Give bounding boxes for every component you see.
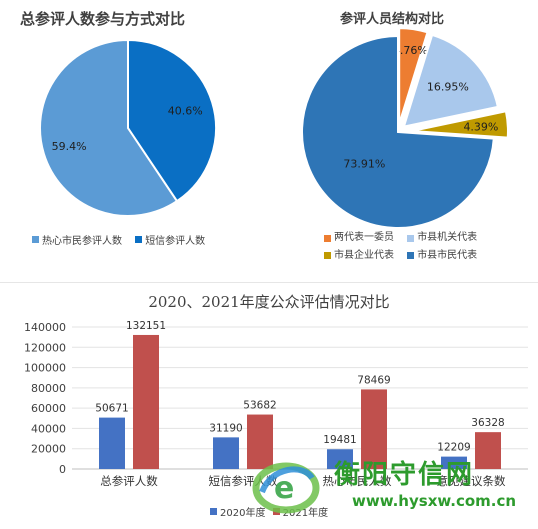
- pie-slice: [398, 27, 429, 125]
- pie-chart-participation: 总参评人数参与方式对比 59.4% 40.6% 热心市民参评人数 短信参评人数: [0, 0, 262, 262]
- legend-label: 热心市民参评人数: [42, 236, 122, 247]
- pie2-legend: 两代表一委员 市县机关代表 市县企业代表 市县市民代表: [324, 230, 524, 265]
- legend-swatch: [407, 234, 415, 242]
- legend-item: 市县机关代表: [407, 230, 477, 246]
- legend-label: 2021年度: [282, 508, 329, 519]
- legend-swatch: [324, 252, 331, 259]
- bar: [99, 417, 125, 469]
- watermark-logo-icon: e: [252, 462, 320, 514]
- y-tick-label: 0: [59, 463, 66, 476]
- pie-data-label: 73.91%: [343, 157, 385, 170]
- legend-item: 热心市民参评人数: [32, 232, 122, 247]
- y-tick-label: 60000: [31, 402, 66, 415]
- pie-slice: [127, 38, 217, 203]
- bar: [133, 334, 159, 469]
- y-tick-label: 100000: [24, 362, 66, 375]
- legend-label: 市县市民代表: [417, 249, 478, 261]
- y-tick-label: 120000: [24, 341, 66, 354]
- pie1-plot: 59.4% 40.6%: [39, 38, 217, 217]
- watermark-url: www.hysxw.com.cn: [352, 492, 517, 510]
- legend-label: 短信参评人数: [145, 236, 206, 247]
- legend-label: 2020年度: [220, 508, 266, 519]
- y-tick-label: 40000: [31, 422, 66, 435]
- bar-data-label: 50671: [95, 403, 128, 415]
- y-tick-label: 20000: [31, 443, 66, 456]
- pie-data-label: 59.4%: [52, 140, 87, 153]
- pie2-title: 参评人员结构对比: [340, 12, 445, 27]
- pie1-title: 总参评人数参与方式对比: [20, 10, 186, 28]
- legend-item: 2020年度: [210, 504, 265, 519]
- watermark-name: 衡阳守信网: [334, 460, 475, 490]
- x-tick-label: 总参评人数: [100, 474, 158, 488]
- legend-item: 市县企业代表: [324, 248, 394, 264]
- bar: [213, 437, 239, 469]
- pie-data-label: 40.6%: [168, 105, 203, 118]
- legend-swatch: [135, 236, 143, 243]
- y-tick-label: 140000: [24, 321, 66, 334]
- bar-data-label: 31190: [209, 422, 242, 434]
- legend-item: 市县市民代表: [407, 248, 477, 264]
- y-tick-label: 80000: [31, 382, 66, 395]
- watermark: e 衡阳守信网 www.hysxw.com.cn: [252, 452, 532, 522]
- legend-label: 市县机关代表: [417, 232, 478, 243]
- legend-label: 两代表一委员: [334, 232, 394, 243]
- pie1-legend: 热心市民参评人数 短信参评人数: [32, 232, 215, 247]
- pie2-plot: 4.76% 16.95% 4.39% 73.91%: [301, 27, 509, 229]
- legend-item: 两代表一委员: [324, 230, 394, 246]
- bar-title: 2020、2021年度公众评估情况对比: [148, 293, 390, 311]
- pie-data-label: 4.76%: [393, 44, 428, 57]
- bar: [441, 456, 467, 469]
- legend-item: 短信参评人数: [135, 232, 205, 247]
- bar-data-label: 132151: [126, 320, 166, 332]
- legend-swatch: [324, 234, 331, 242]
- x-tick-label: 热心市民人数: [323, 474, 392, 488]
- bar: [361, 389, 387, 469]
- legend-swatch: [32, 236, 39, 243]
- bar-data-label: 19481: [323, 434, 356, 446]
- x-tick-label: 意见建议条数: [437, 474, 506, 488]
- pie-data-label: 4.39%: [463, 120, 498, 133]
- pie-slice: [301, 34, 495, 229]
- bar: [475, 432, 501, 469]
- legend-label: 市县企业代表: [334, 249, 394, 261]
- pie-slice: [39, 38, 179, 217]
- legend-swatch: [407, 252, 415, 259]
- bar-data-label: 12209: [437, 442, 470, 454]
- bar-data-label: 36328: [471, 417, 504, 429]
- legend-swatch: [210, 508, 217, 515]
- bar-data-label: 53682: [243, 400, 276, 412]
- bar-data-label: 78469: [357, 374, 390, 386]
- pie-data-label: 16.95%: [427, 81, 469, 94]
- pie-chart-structure: 参评人员结构对比 4.76% 16.95% 4.39% 73.91% 两代表一委员 市…: [276, 0, 538, 262]
- svg-text:e: e: [274, 471, 294, 506]
- pie-slice: [402, 33, 500, 128]
- bar-chart-comparison: 2020、2021年度公众评估情况对比 0 20000 40000 60000 8000…: [0, 282, 538, 529]
- bar: [247, 414, 273, 469]
- bar: [327, 449, 353, 469]
- pie-slice: [411, 110, 509, 139]
